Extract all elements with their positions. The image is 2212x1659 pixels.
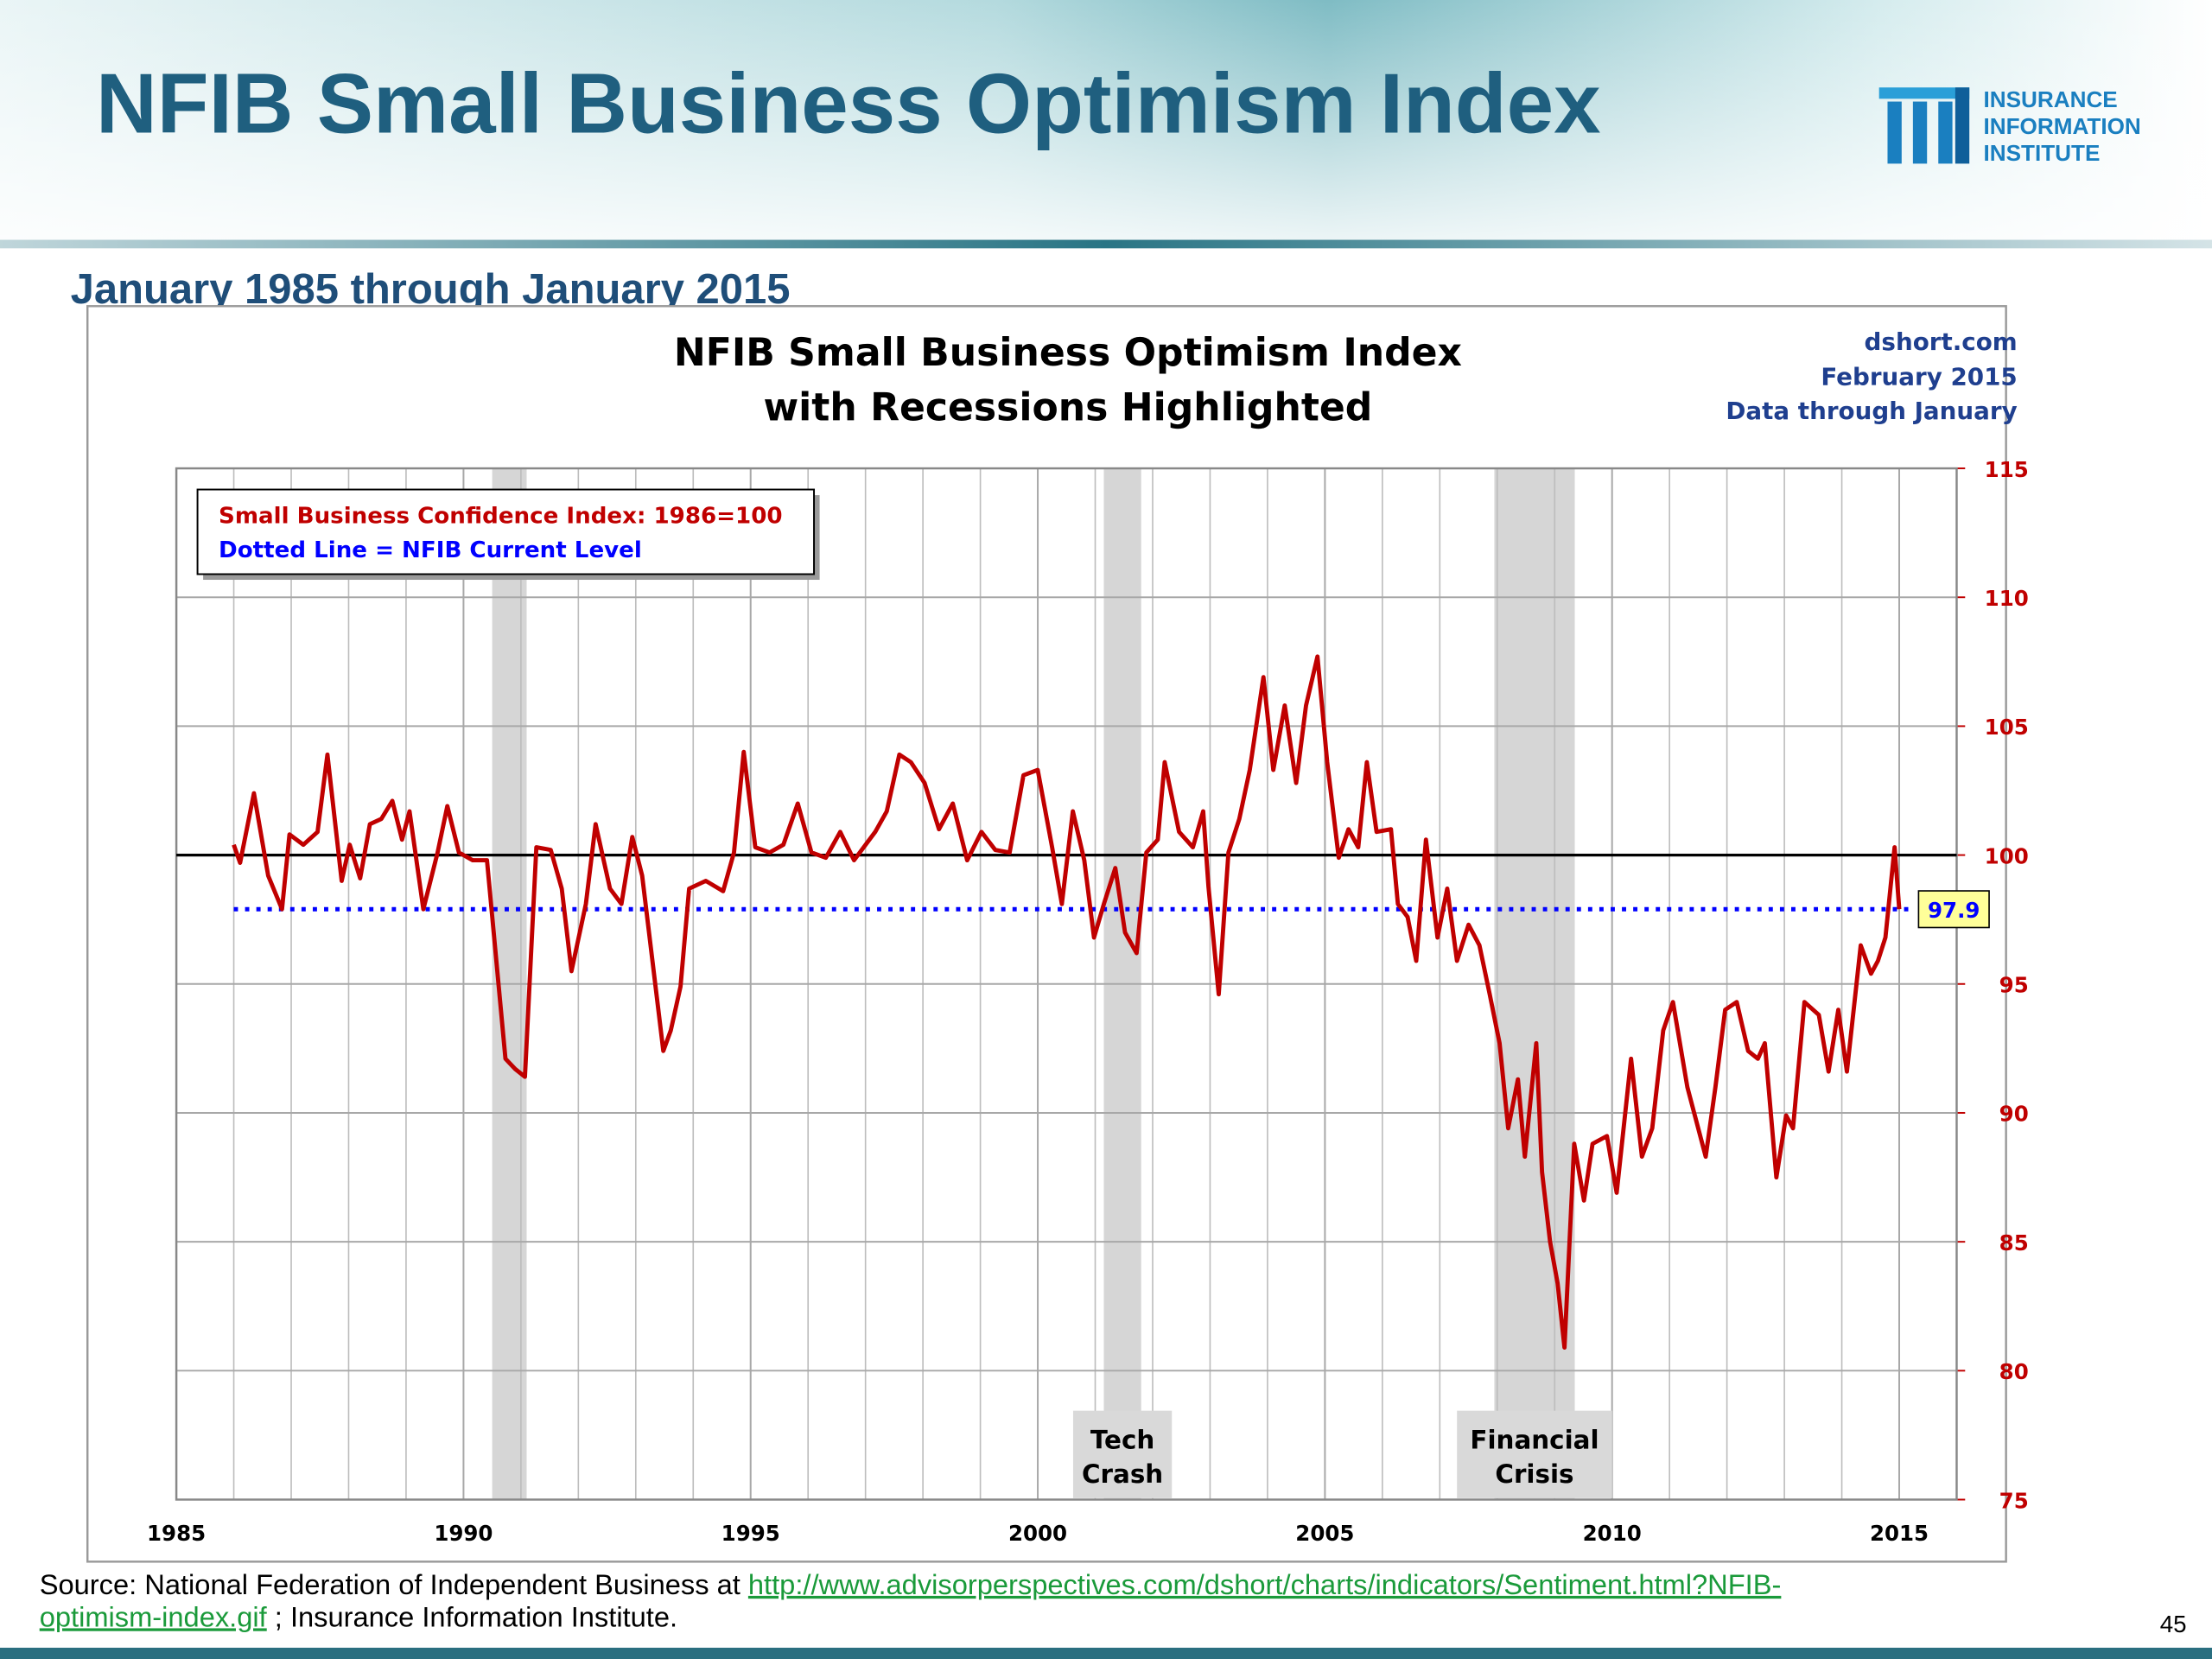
logo-bar xyxy=(1955,87,1970,164)
annotation: Crisis xyxy=(1495,1459,1573,1489)
source-link[interactable]: optimism-index.gif xyxy=(40,1600,268,1632)
header-rule xyxy=(0,239,2212,249)
current-level-box xyxy=(1917,890,1990,929)
slide-subtitle: January 1985 through January 2015 xyxy=(71,266,791,313)
slide-title: NFIB Small Business Optimism Index xyxy=(96,55,1601,150)
source-line: optimism-index.gif ; Insurance Informati… xyxy=(40,1600,677,1632)
series-line xyxy=(232,654,1902,1350)
y-tick-label: 100 xyxy=(1985,843,2029,868)
logo-bar xyxy=(1878,87,1970,99)
chart-note: Data through January xyxy=(1726,397,2017,425)
footer-bar xyxy=(0,1647,2212,1659)
logo-bar xyxy=(1912,101,1928,164)
legend-box xyxy=(196,488,816,575)
plot-border xyxy=(175,467,1958,1501)
page-number: 45 xyxy=(2160,1611,2187,1637)
source-link[interactable]: http://www.advisorperspectives.com/dshor… xyxy=(748,1568,1781,1600)
logo-text: INFORMATION xyxy=(1984,113,2141,139)
legend-entry: Dotted Line = NFIB Current Level xyxy=(219,537,642,563)
x-tick-label: 1990 xyxy=(434,1521,493,1546)
x-tick-label: 1995 xyxy=(721,1521,780,1546)
chart-subtitle: with Recessions Highlighted xyxy=(763,386,1372,430)
chart-title: NFIB Small Business Optimism Index xyxy=(674,331,1462,375)
current-level-label: 97.9 xyxy=(1928,898,1980,923)
annotation-box xyxy=(1457,1410,1612,1498)
y-tick-label: 90 xyxy=(1999,1102,2029,1127)
annotation: Crash xyxy=(1082,1459,1163,1489)
source-prefix: Source: National Federation of Independe… xyxy=(40,1568,748,1600)
legend-entry: Small Business Confidence Index: 1986=10… xyxy=(219,504,782,530)
x-tick-label: 1985 xyxy=(147,1521,206,1546)
logo-bar xyxy=(1887,101,1902,164)
y-tick-label: 80 xyxy=(1999,1359,2029,1384)
y-tick-label: 75 xyxy=(1999,1488,2029,1513)
y-tick-label: 85 xyxy=(1999,1230,2029,1255)
annotation-box xyxy=(1072,1410,1173,1498)
chart: NFIB Small Business Optimism Index with … xyxy=(147,327,2029,1546)
x-tick-label: 2005 xyxy=(1295,1521,1354,1546)
source-line: Source: National Federation of Independe… xyxy=(40,1568,1782,1600)
y-tick-label: 105 xyxy=(1985,715,2029,740)
x-tick-label: 2000 xyxy=(1008,1521,1067,1546)
logo-text: INSTITUTE xyxy=(1984,140,2101,166)
chart-note: February 2015 xyxy=(1821,363,2017,391)
x-tick-label: 2010 xyxy=(1583,1521,1642,1546)
y-tick-label: 110 xyxy=(1985,586,2029,611)
y-tick-label: 115 xyxy=(1985,457,2029,482)
source-suffix: ; Insurance Information Institute. xyxy=(267,1600,677,1632)
logo: INSURANCE INFORMATION INSTITUTE xyxy=(1878,86,2141,166)
logo-bar xyxy=(1938,101,1953,164)
header-fade xyxy=(0,0,2212,240)
chart-note: dshort.com xyxy=(1865,327,2018,356)
x-tick-label: 2015 xyxy=(1870,1521,1929,1546)
annotation: Tech xyxy=(1090,1426,1154,1455)
logo-text: INSURANCE xyxy=(1984,86,2118,112)
annotation: Financial xyxy=(1470,1426,1599,1455)
y-tick-label: 95 xyxy=(1999,973,2029,998)
